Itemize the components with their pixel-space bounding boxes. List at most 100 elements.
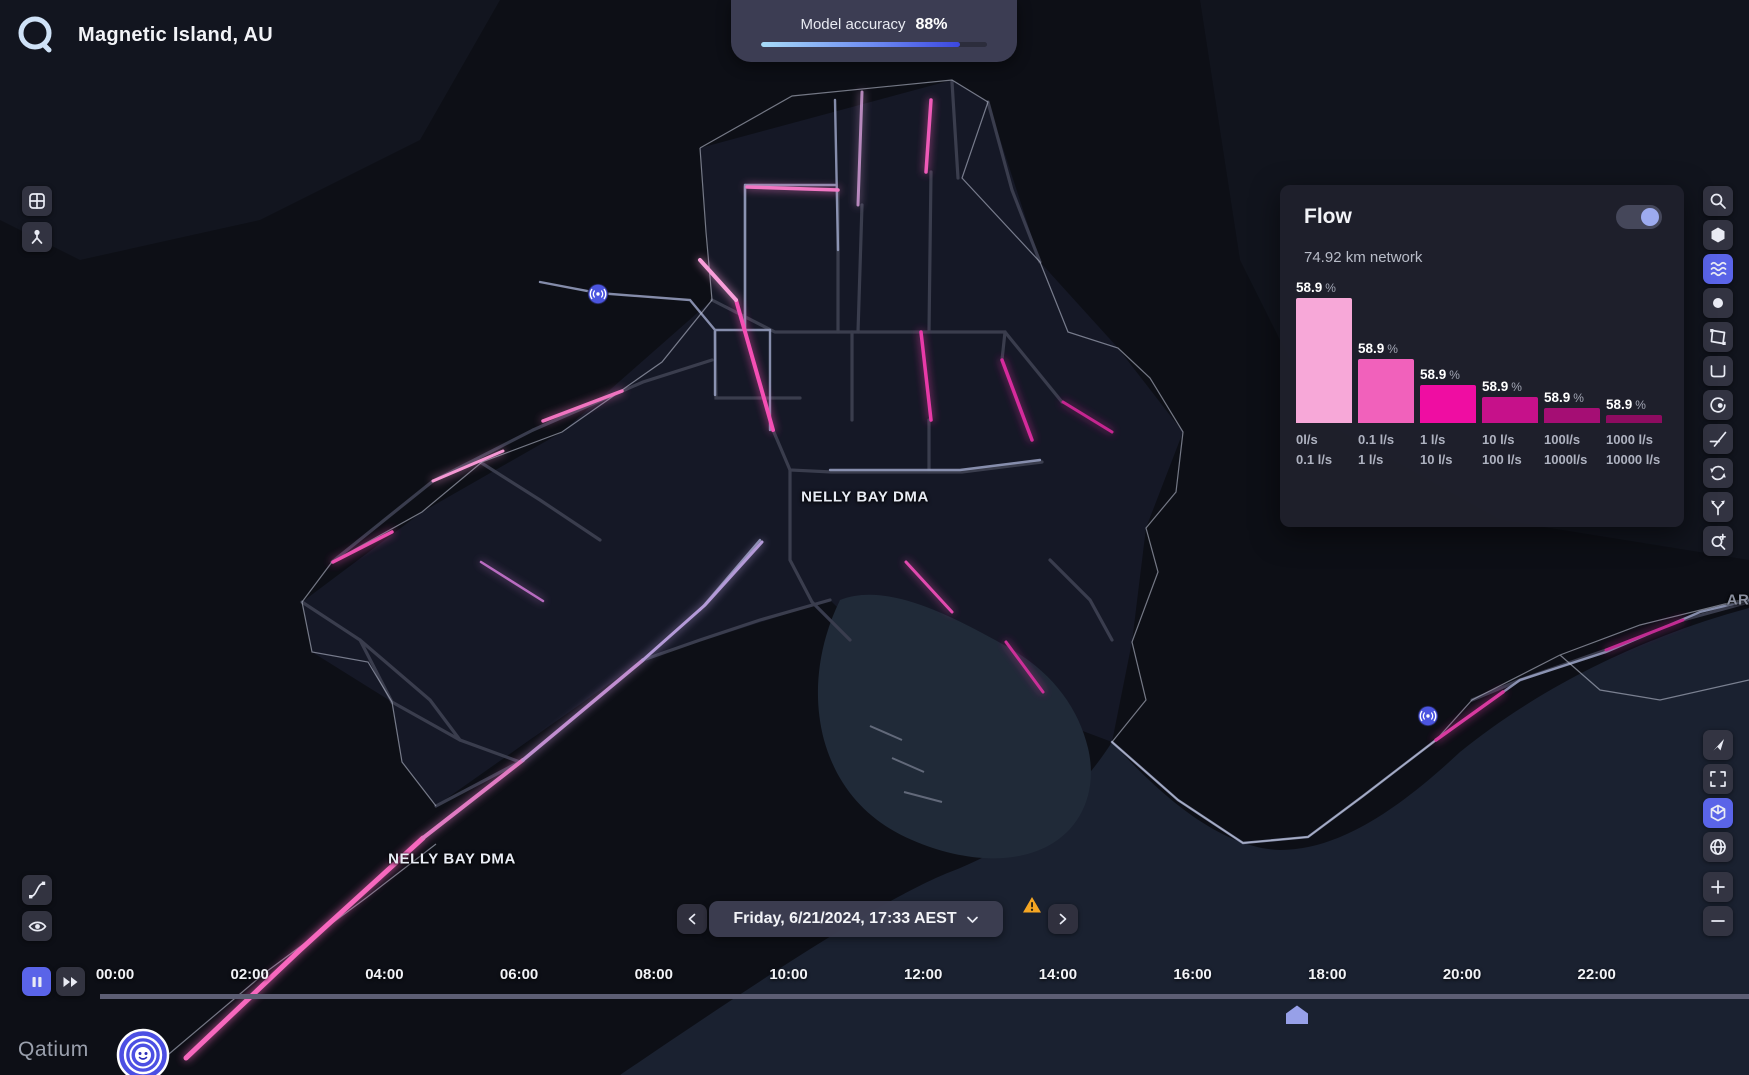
cube-3d-icon (1710, 804, 1726, 822)
histogram-bar[interactable] (1606, 415, 1662, 423)
histogram-range-from: 0.1 l/s (1358, 432, 1395, 447)
histogram-value-label: 58.9% (1482, 379, 1522, 394)
histogram-range-to: 0.1 l/s (1296, 452, 1333, 467)
gauge-icon (1710, 397, 1726, 413)
search-icon (1710, 193, 1726, 209)
timeline-tick: 12:00 (904, 966, 943, 983)
flow-toggle[interactable] (1616, 205, 1662, 229)
histogram-range-from: 1 l/s (1420, 432, 1446, 447)
trace-profile-icon (29, 881, 46, 899)
gauge-button[interactable] (1703, 390, 1733, 420)
histogram-range-to: 100 l/s (1482, 452, 1522, 467)
date-picker[interactable]: Friday, 6/21/2024, 17:33 AEST (709, 901, 1003, 937)
fullscreen-icon (1710, 771, 1726, 787)
model-accuracy-label: Model accuracy (800, 15, 906, 33)
flow-network-length: 74.92 km network (1304, 249, 1423, 266)
qatium-logo-icon (18, 16, 52, 53)
pump-cycle-button[interactable] (1703, 458, 1733, 488)
valve-icon (1709, 431, 1727, 447)
timeline-tick: 20:00 (1442, 966, 1482, 983)
chevron-left-icon (688, 913, 696, 925)
network-assets-icon (31, 229, 43, 244)
timeline-tick: 10:00 (769, 966, 808, 983)
junction-split-icon (1711, 500, 1725, 516)
prev-time-button[interactable] (677, 904, 707, 934)
timeline-marker[interactable] (1285, 1005, 1309, 1029)
timeline-tick: 08:00 (634, 966, 673, 983)
timeline-track[interactable] (100, 994, 1749, 999)
map-area-label: NELLY BAY DMA (388, 850, 516, 868)
timeline-tick: 04:00 (365, 966, 404, 983)
histogram-value-label: 58.9% (1420, 367, 1460, 382)
tank-button[interactable] (1703, 356, 1733, 386)
trace-profile-button[interactable] (22, 875, 52, 905)
table-view-icon (29, 193, 45, 209)
valve-button[interactable] (1703, 424, 1733, 454)
flow-toggle-knob (1641, 208, 1659, 226)
fullscreen-button[interactable] (1703, 764, 1733, 794)
model-accuracy-progressbar (761, 41, 987, 47)
histogram-bin: 58.9% 10 l/s 100 l/s (1482, 379, 1538, 468)
map-area-label: AR (1726, 591, 1749, 609)
sensor-icon[interactable] (587, 283, 609, 305)
histogram-bin: 58.9% 1 l/s 10 l/s (1420, 367, 1476, 468)
zoom-out-button[interactable] (1703, 906, 1733, 936)
page-title: Magnetic Island, AU (78, 23, 273, 46)
histogram-value-label: 58.9% (1606, 397, 1646, 412)
histogram-range-to: 10000 l/s (1606, 452, 1661, 467)
histogram-bar[interactable] (1544, 408, 1600, 423)
pause-button[interactable] (22, 967, 51, 996)
globe-button[interactable] (1703, 832, 1733, 862)
fast-forward-icon (63, 976, 78, 987)
globe-icon (1710, 839, 1726, 855)
chevron-right-icon (1059, 913, 1067, 925)
compass-button[interactable] (1703, 730, 1733, 760)
histogram-bin: 58.9% 1000 l/s 10000 l/s (1606, 397, 1662, 468)
compass-icon (1713, 739, 1724, 751)
warning-icon[interactable] (1022, 896, 1042, 919)
chevron-down-icon (966, 916, 978, 923)
histogram-range-to: 1 l/s (1358, 452, 1384, 467)
next-time-button[interactable] (1048, 904, 1078, 934)
node-icon (1713, 298, 1723, 308)
zoom-in-icon (1711, 880, 1725, 894)
flow-waves-icon (1710, 261, 1726, 277)
search-plus-button[interactable] (1703, 526, 1733, 556)
histogram-range-to: 10 l/s (1420, 452, 1453, 467)
node-button[interactable] (1703, 288, 1733, 318)
search-plus-icon (1711, 533, 1726, 550)
histogram-bin: 58.9% 0l/s 0.1 l/s (1296, 280, 1352, 468)
histogram-range-to: 1000l/s (1544, 452, 1588, 467)
histogram-bar[interactable] (1482, 397, 1538, 423)
histogram-bar[interactable] (1358, 359, 1414, 423)
search-button[interactable] (1703, 186, 1733, 216)
qatium-wordmark: Qatium (18, 1038, 89, 1061)
visibility-button[interactable] (22, 911, 52, 941)
hexagon-layer-icon (1711, 227, 1725, 243)
model-accuracy-value: 88% (915, 15, 948, 33)
select-area-button[interactable] (1703, 322, 1733, 352)
histogram-bin: 58.9% 100l/s 1000l/s (1544, 390, 1600, 468)
hexagon-layer-button[interactable] (1703, 220, 1733, 250)
histogram-bar[interactable] (1420, 385, 1476, 423)
histogram-value-label: 58.9% (1358, 341, 1398, 356)
sensor-icon[interactable] (1417, 705, 1439, 727)
fast-forward-button[interactable] (56, 967, 85, 996)
select-area-icon (1710, 329, 1726, 345)
cube-3d-button[interactable] (1703, 798, 1733, 828)
zoom-in-button[interactable] (1703, 872, 1733, 902)
timeline-ticks: 00:00 02:00 04:00 06:00 08:00 10:00 12:00 14:00… (0, 966, 1749, 986)
table-view-button[interactable] (22, 186, 52, 216)
zoom-out-icon (1711, 920, 1725, 922)
pump-cycle-icon (1710, 465, 1726, 481)
flow-waves-button[interactable] (1703, 254, 1733, 284)
user-avatar[interactable] (116, 1028, 170, 1075)
model-accuracy-pill[interactable]: Model accuracy 88% (731, 0, 1017, 62)
flow-histogram: 58.9% 0l/s 0.1 l/s 58.9% 0.1 l/s 1 l/s 58.9% 1 … (1296, 280, 1666, 468)
histogram-range-from: 0l/s (1296, 432, 1318, 447)
junction-split-button[interactable] (1703, 492, 1733, 522)
timeline-tick: 22:00 (1577, 966, 1616, 983)
histogram-bar[interactable] (1296, 298, 1352, 423)
network-assets-button[interactable] (22, 222, 52, 252)
timeline-tick: 16:00 (1173, 966, 1212, 983)
